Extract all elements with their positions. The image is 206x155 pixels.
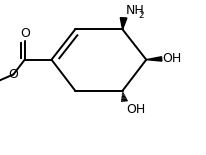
Text: 2: 2 [139, 11, 144, 20]
Text: NH: NH [126, 4, 144, 17]
Polygon shape [146, 57, 162, 61]
Text: OH: OH [163, 52, 182, 65]
Text: OH: OH [127, 103, 146, 116]
Text: O: O [8, 68, 18, 81]
Text: O: O [20, 27, 30, 40]
Polygon shape [120, 18, 127, 29]
